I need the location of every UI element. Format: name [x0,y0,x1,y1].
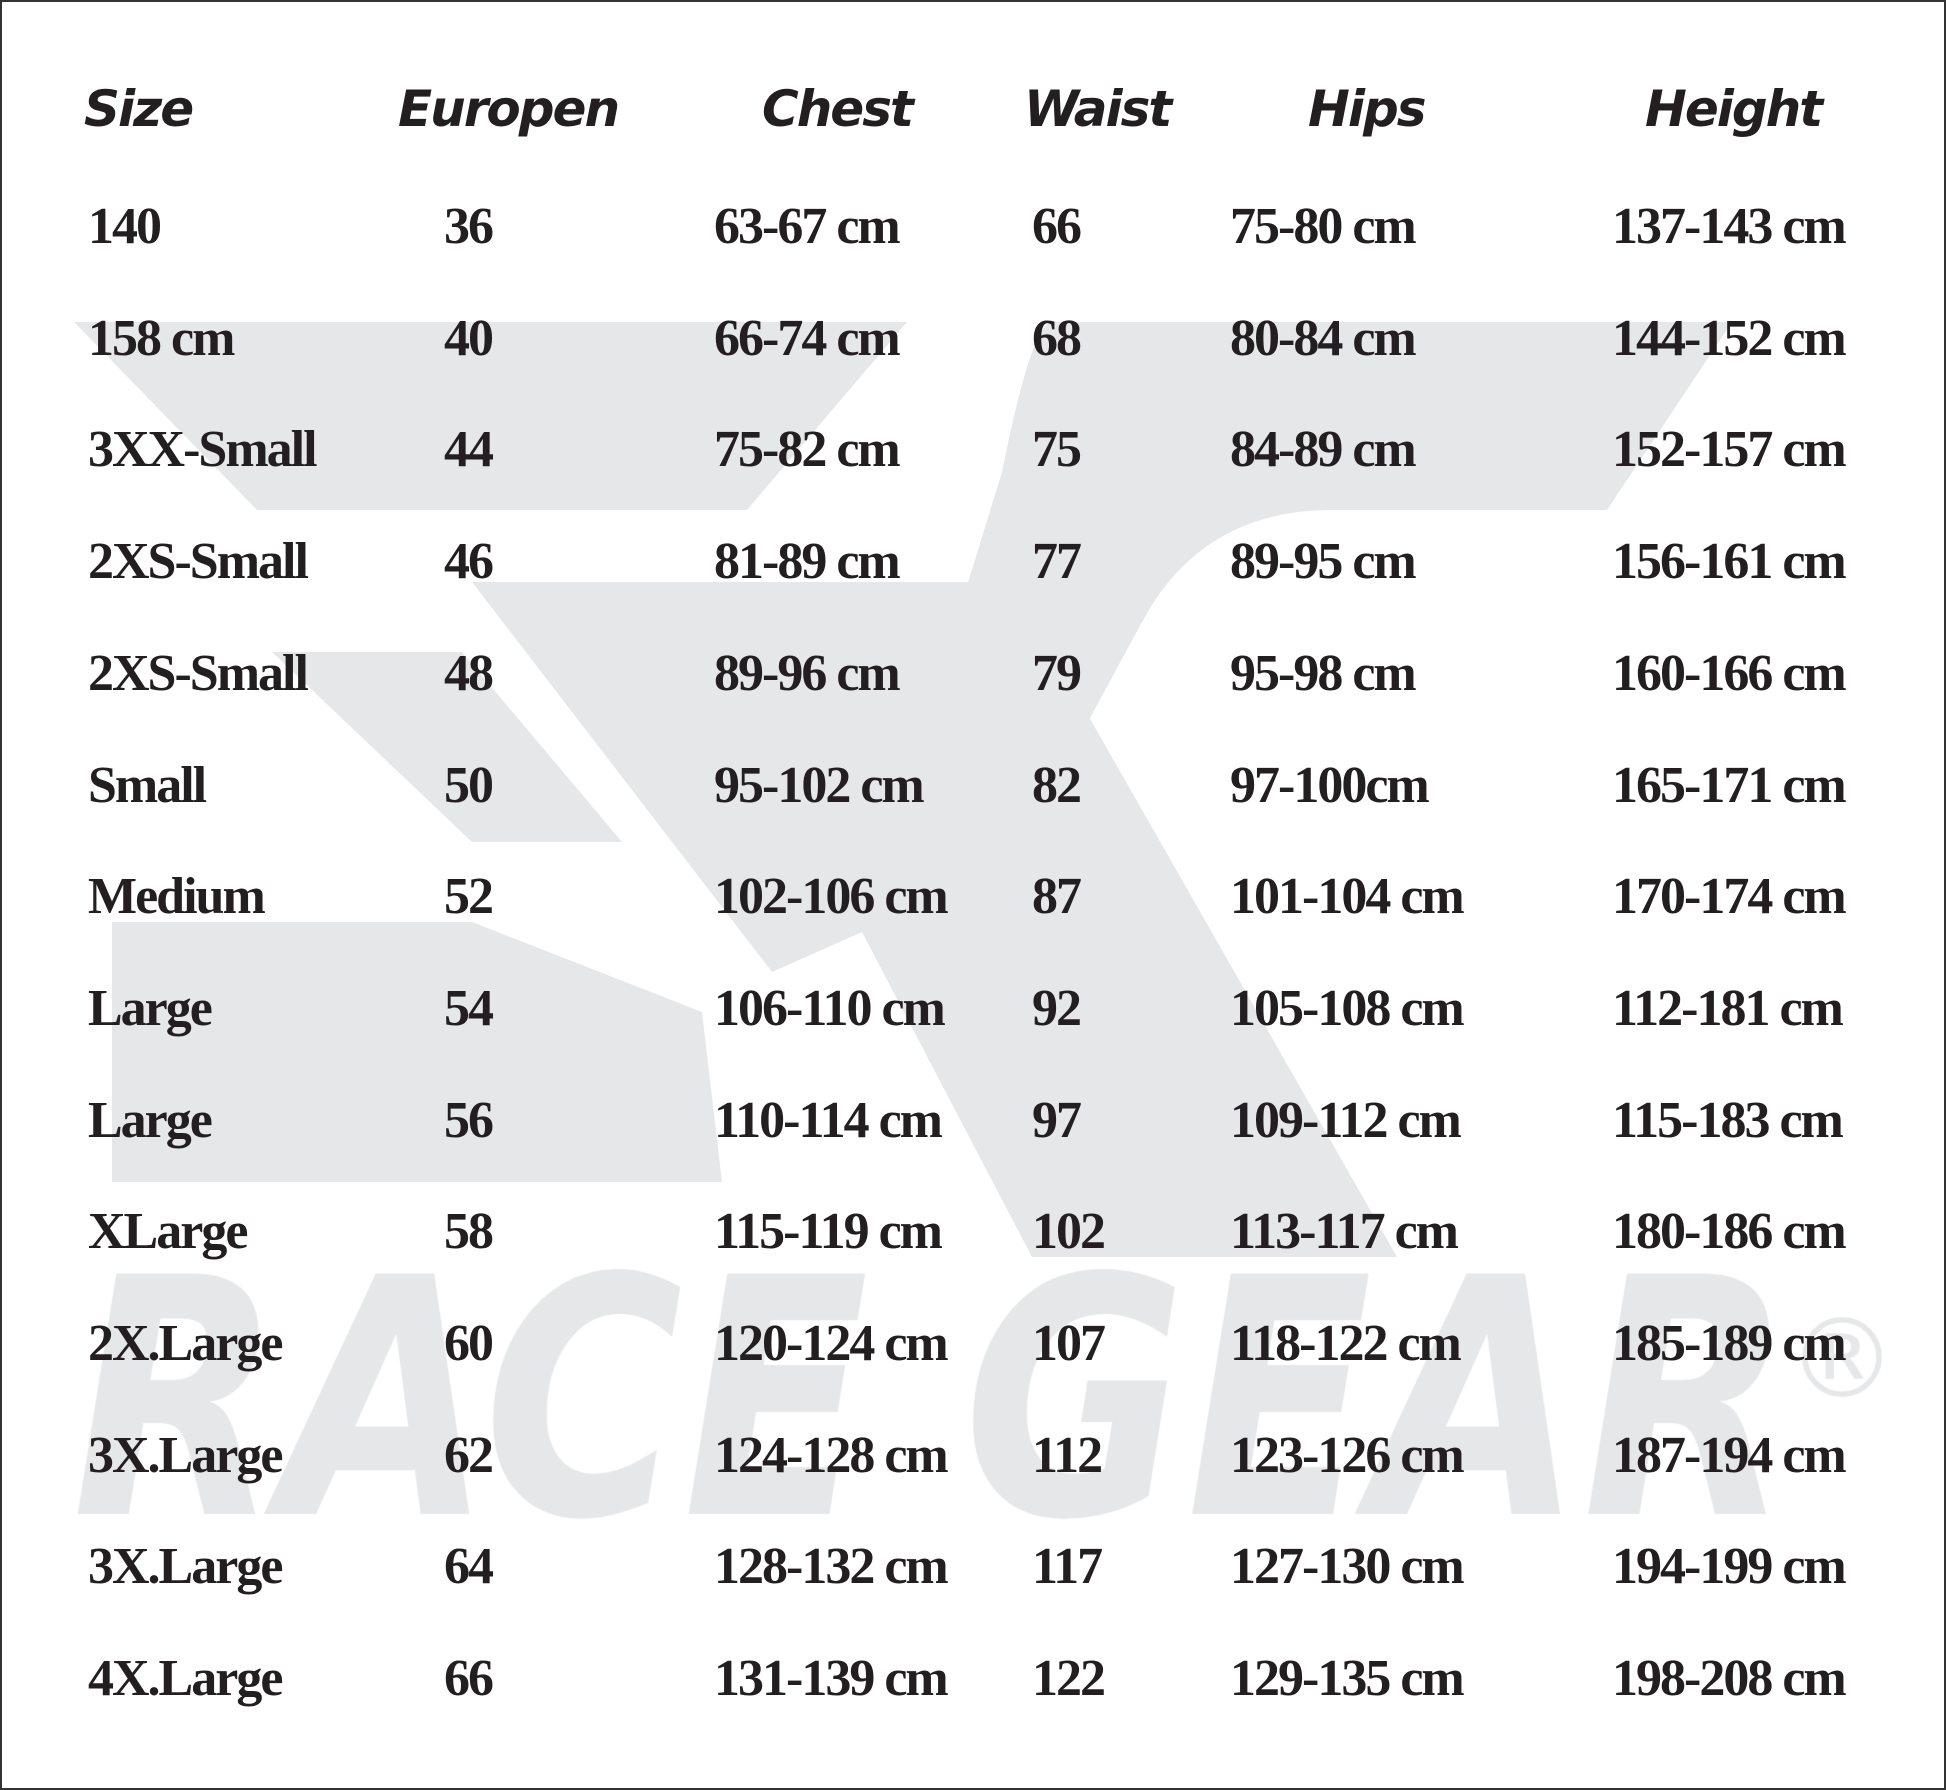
cell-chest: 75-82 cm [714,421,901,479]
header-waist: Waist [1024,80,1172,138]
cell-waist: 122 [1032,1650,1106,1708]
cell-hips: 118-122 cm [1230,1315,1462,1372]
cell-height: 170-174 cm [1612,868,1847,926]
cell-size: 2XS-Small [88,644,309,702]
cell-chest: 131-139 cm [714,1650,949,1708]
cell-hips: 127-130 cm [1230,1538,1465,1596]
cell-height: 112-181 cm [1612,979,1844,1037]
cell-european: 60 [444,1315,494,1372]
cell-hips: 97-100cm [1230,756,1430,814]
header-size: Size [84,80,194,138]
cell-size: 3X.Large [88,1426,283,1484]
cell-waist: 75 [1032,421,1082,479]
cell-hips: 123-126 cm [1230,1426,1465,1484]
cell-chest: 120-124 cm [714,1315,949,1372]
header-hips: Hips [1308,80,1427,138]
cell-european: 64 [444,1538,494,1596]
cell-european: 50 [444,756,494,814]
header-height: Height [1645,80,1823,138]
cell-european: 46 [444,533,494,591]
cell-size: 2XS-Small [88,533,309,591]
cell-waist: 112 [1032,1426,1103,1484]
cell-hips: 105-108 cm [1230,979,1465,1037]
cell-waist: 79 [1032,644,1082,702]
cell-european: 36 [444,198,494,255]
cell-european: 48 [444,644,494,702]
cell-waist: 82 [1032,756,1082,814]
cell-hips: 109-112 cm [1230,1091,1462,1149]
cell-waist: 97 [1032,1091,1082,1149]
cell-size: 158 cm [88,309,235,367]
cell-height: 194-199 cm [1612,1538,1847,1596]
cell-height: 185-189 cm [1612,1315,1847,1372]
cell-hips: 101-104 cm [1230,868,1465,926]
cell-european: 52 [444,868,494,926]
cell-hips: 95-98 cm [1230,644,1417,702]
header-chest: Chest [762,80,914,138]
cell-size: 140 [88,198,162,255]
cell-waist: 68 [1032,309,1082,367]
cell-waist: 87 [1032,868,1082,926]
cell-waist: 117 [1032,1538,1103,1596]
cell-chest: 124-128 cm [714,1426,949,1484]
cell-height: 152-157 cm [1612,421,1847,479]
cell-european: 54 [444,979,494,1037]
cell-size: 2X.Large [88,1315,283,1372]
cell-height: 187-194 cm [1612,1426,1847,1484]
cell-size: Medium [88,868,266,926]
cell-european: 58 [444,1203,494,1261]
cell-waist: 66 [1032,198,1082,255]
cell-size: Small [88,756,207,814]
cell-size: 3XX-Small [88,421,318,479]
cell-european: 62 [444,1426,494,1484]
cell-chest: 66-74 cm [714,309,901,367]
cell-height: 198-208 cm [1612,1650,1847,1708]
cell-height: 180-186 cm [1612,1203,1847,1261]
cell-european: 66 [444,1650,494,1708]
cell-height: 115-183 cm [1612,1091,1844,1149]
cell-chest: 81-89 cm [714,533,901,591]
cell-chest: 115-119 cm [714,1203,943,1261]
cell-european: 40 [444,309,494,367]
cell-chest: 110-114 cm [714,1091,943,1149]
cell-waist: 92 [1032,979,1082,1037]
cell-height: 165-171 cm [1612,756,1847,814]
cell-hips: 80-84 cm [1230,309,1417,367]
header-european: Europen [398,80,620,138]
cell-waist: 77 [1032,533,1082,591]
cell-height: 144-152 cm [1612,309,1847,367]
cell-hips: 84-89 cm [1230,421,1417,479]
cell-hips: 113-117 cm [1230,1203,1459,1261]
cell-size: Large [88,979,213,1037]
cell-waist: 102 [1032,1203,1106,1261]
cell-height: 160-166 cm [1612,644,1847,702]
cell-chest: 106-110 cm [714,979,946,1037]
cell-european: 56 [444,1091,494,1149]
cell-chest: 95-102 cm [714,756,925,814]
cell-hips: 129-135 cm [1230,1650,1465,1708]
cell-european: 44 [444,421,494,479]
cell-size: Large [88,1091,213,1149]
cell-chest: 63-67 cm [714,198,901,255]
cell-chest: 102-106 cm [714,868,949,926]
cell-hips: 75-80 cm [1230,198,1417,255]
cell-size: XLarge [88,1203,248,1261]
cell-chest: 89-96 cm [714,644,901,702]
cell-height: 156-161 cm [1612,533,1847,591]
cell-size: 3X.Large [88,1538,283,1596]
cell-height: 137-143 cm [1612,198,1847,255]
cell-chest: 128-132 cm [714,1538,949,1596]
cell-hips: 89-95 cm [1230,533,1417,591]
cell-waist: 107 [1032,1315,1106,1372]
cell-size: 4X.Large [88,1650,283,1708]
